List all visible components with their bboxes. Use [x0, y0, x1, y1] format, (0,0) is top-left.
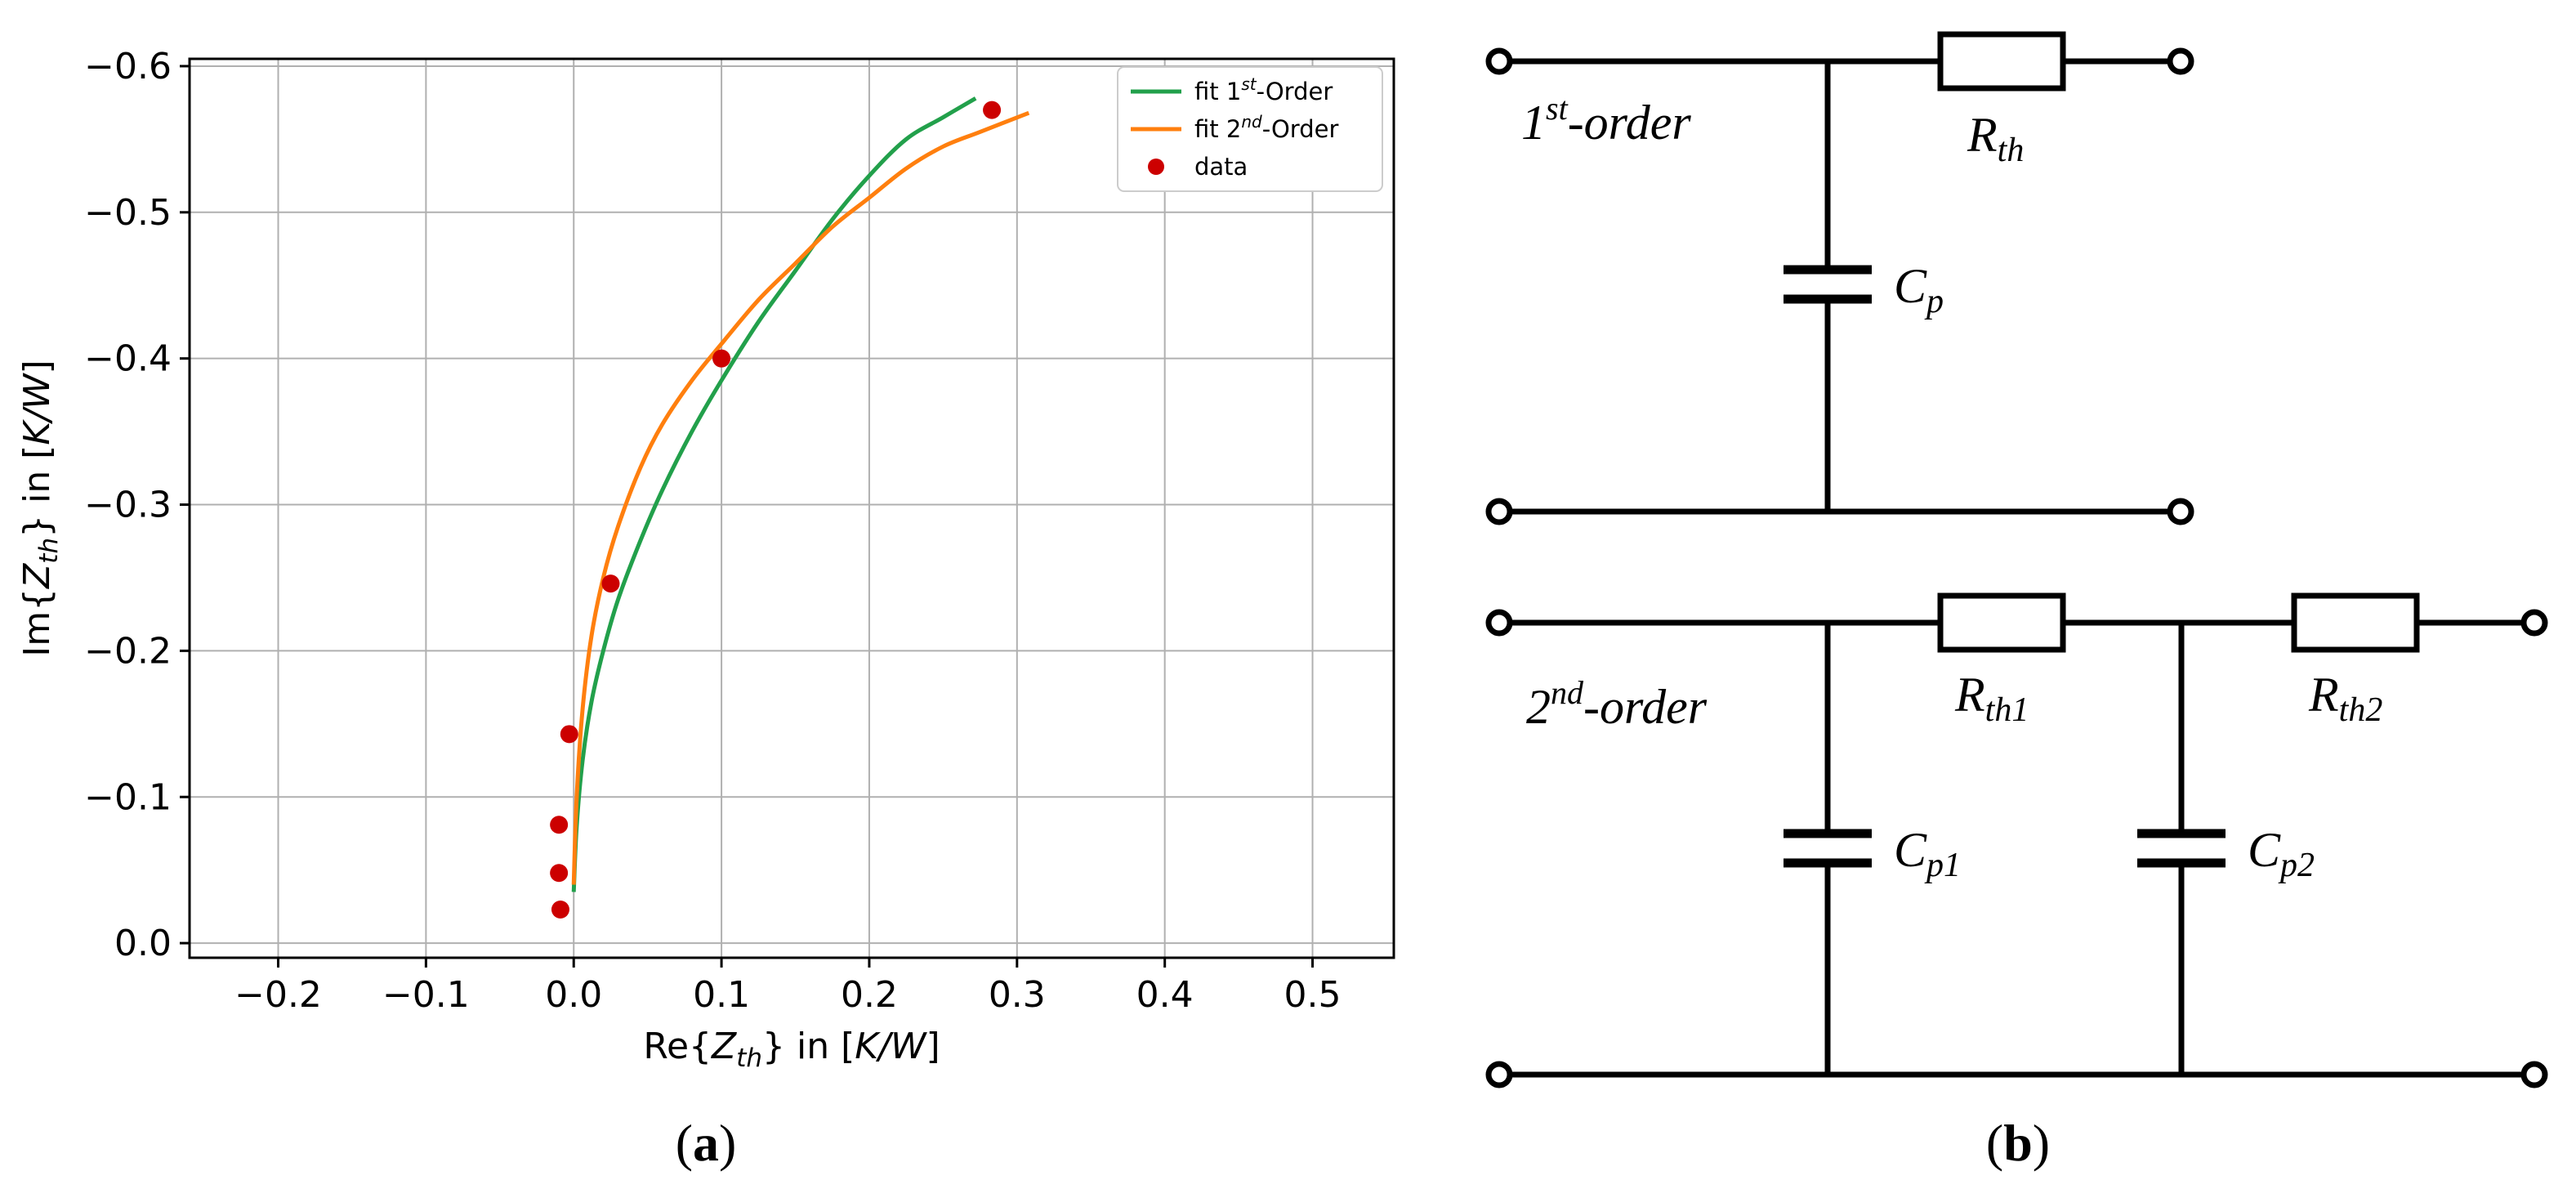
data-point: [550, 864, 569, 883]
label-rth: Rth: [1967, 108, 2024, 169]
legend-label-fit-2nd: fit 2nd-Order: [1194, 112, 1338, 143]
x-tick-label: 0.0: [545, 974, 602, 1016]
series-line-0: [571, 96, 977, 892]
series-layer: [550, 96, 1030, 919]
x-tick-label: −0.1: [382, 974, 470, 1016]
y-tick-label: −0.1: [84, 776, 172, 818]
x-tick-label: −0.2: [234, 974, 322, 1016]
terminal-out-bottom: [2167, 498, 2194, 525]
x-tick-label: 0.4: [1136, 974, 1194, 1016]
x-tick-label: 0.2: [841, 974, 898, 1016]
y-tick-label: −0.4: [84, 338, 172, 380]
terminal-in-bottom: [1485, 498, 1513, 525]
label-rth2: Rth2: [2308, 668, 2382, 729]
legend: fit 1st-Order fit 2nd-Order data: [1117, 66, 1383, 192]
data-point: [560, 725, 578, 744]
data-point: [551, 900, 569, 919]
circuit-second-order: 2nd-order Rth1 Rth2 Cp1 Cp2: [1485, 592, 2548, 1088]
y-tick-label: −0.2: [84, 630, 172, 672]
label-rth1: Rth1: [1954, 668, 2029, 729]
circuit-first-order: 1st-order Rth Cp: [1485, 31, 2194, 525]
label-cp1: Cp1: [1894, 823, 1961, 884]
chart-panel: −0.2 −0.1 0.0 0.1 0.2 0.3 0.4 0.5 −0.6 −0.5 −0.4 −0…: [16, 46, 1395, 1172]
y-tick-label: −0.6: [84, 46, 172, 87]
y-tick-label: 0.0: [114, 923, 172, 964]
terminal-in-top: [1485, 47, 1513, 75]
label-second-order: 2nd-order: [1526, 674, 1708, 734]
data-point: [712, 349, 731, 368]
tick-layer: −0.2 −0.1 0.0 0.1 0.2 0.3 0.4 0.5 −0.6 −0.5 −0.4 −0…: [84, 46, 1341, 1016]
x-axis-label: Re{Zth} in [K/W]: [643, 1026, 940, 1073]
data-point: [983, 101, 1002, 119]
resistor-rth1: [1937, 592, 2066, 653]
y-tick-label: −0.5: [84, 192, 172, 234]
terminal2-in-top: [1485, 609, 1513, 637]
data-point: [601, 574, 620, 593]
y-axis-label: Im{Zth} in [K/W]: [16, 360, 64, 656]
x-tick-label: 0.1: [693, 974, 750, 1016]
caption-a: (a): [676, 1114, 737, 1172]
label-first-order: 1st-order: [1521, 90, 1691, 150]
grid-lines: [190, 59, 1394, 958]
legend-marker-data: [1148, 159, 1164, 175]
label-cp: Cp: [1894, 259, 1944, 320]
terminal2-out-bottom: [2520, 1061, 2548, 1088]
resistor-rth2: [2291, 592, 2420, 653]
x-tick-label: 0.5: [1284, 974, 1342, 1016]
circuit-panel: 1st-order Rth Cp 2nd-order Rth: [1485, 31, 2548, 1172]
legend-label-fit-1st: fit 1st-Order: [1194, 74, 1333, 105]
y-tick-label: −0.3: [84, 485, 172, 526]
legend-box: [1117, 66, 1383, 192]
series-line-1: [571, 110, 1030, 885]
resistor-rth: [1937, 31, 2066, 92]
terminal2-in-bottom: [1485, 1061, 1513, 1088]
terminal2-out-top: [2520, 609, 2548, 637]
terminal-out-top: [2167, 47, 2194, 75]
caption-b: (b): [1986, 1114, 2050, 1172]
legend-label-data: data: [1194, 153, 1248, 181]
plot-frame: [188, 57, 1395, 959]
label-cp2: Cp2: [2248, 823, 2315, 884]
x-tick-label: 0.3: [989, 974, 1046, 1016]
data-point: [550, 816, 569, 834]
